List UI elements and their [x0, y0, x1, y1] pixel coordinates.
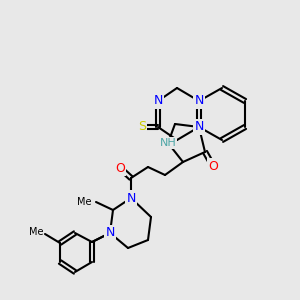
Text: S: S	[138, 121, 146, 134]
Text: O: O	[115, 161, 125, 175]
Text: Me: Me	[28, 227, 43, 237]
Text: N: N	[194, 121, 204, 134]
Text: O: O	[208, 160, 218, 172]
Text: N: N	[153, 94, 163, 107]
Text: N: N	[194, 94, 204, 107]
Text: NH: NH	[160, 138, 176, 148]
Text: N: N	[105, 226, 115, 239]
Text: N: N	[126, 191, 136, 205]
Text: Me: Me	[77, 197, 92, 207]
